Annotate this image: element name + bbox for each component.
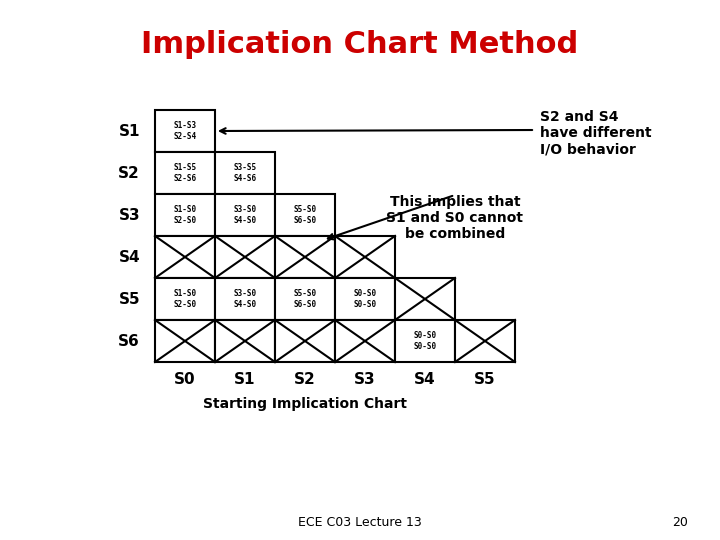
Text: S1: S1 — [119, 124, 140, 138]
Text: S6: S6 — [118, 334, 140, 348]
Text: Implication Chart Method: Implication Chart Method — [141, 30, 579, 59]
Text: S1: S1 — [234, 372, 256, 387]
Bar — [215, 278, 275, 320]
Bar — [395, 320, 455, 362]
Text: S0-S0
S0-S0: S0-S0 S0-S0 — [354, 289, 377, 309]
Bar — [275, 320, 335, 362]
Text: ECE C03 Lecture 13: ECE C03 Lecture 13 — [298, 516, 422, 529]
Text: S3-S5
S4-S6: S3-S5 S4-S6 — [233, 163, 256, 183]
Text: S3: S3 — [354, 372, 376, 387]
Text: S1-S0
S2-S0: S1-S0 S2-S0 — [174, 205, 197, 225]
Text: S1-S5
S2-S6: S1-S5 S2-S6 — [174, 163, 197, 183]
Bar — [155, 110, 215, 152]
Bar — [335, 320, 395, 362]
Bar — [155, 236, 215, 278]
Text: S3-S0
S4-S0: S3-S0 S4-S0 — [233, 289, 256, 309]
Bar — [215, 194, 275, 236]
Text: This implies that
S1 and S0 cannot
be combined: This implies that S1 and S0 cannot be co… — [387, 195, 523, 241]
Bar — [155, 278, 215, 320]
Bar — [335, 236, 395, 278]
Bar — [275, 236, 335, 278]
Text: S5-S0
S6-S0: S5-S0 S6-S0 — [294, 205, 317, 225]
Text: S4: S4 — [414, 372, 436, 387]
Text: S0: S0 — [174, 372, 196, 387]
Bar — [155, 152, 215, 194]
Bar — [215, 236, 275, 278]
Text: S5-S0
S6-S0: S5-S0 S6-S0 — [294, 289, 317, 309]
Text: S3: S3 — [118, 207, 140, 222]
Bar — [155, 194, 215, 236]
Text: S0-S0
S0-S0: S0-S0 S0-S0 — [413, 332, 436, 350]
Text: S3-S0
S4-S0: S3-S0 S4-S0 — [233, 205, 256, 225]
Text: S5: S5 — [474, 372, 496, 387]
Text: S2: S2 — [294, 372, 316, 387]
Text: S5: S5 — [118, 292, 140, 307]
Bar — [275, 194, 335, 236]
Text: S2: S2 — [118, 165, 140, 180]
Text: S1-S0
S2-S0: S1-S0 S2-S0 — [174, 289, 197, 309]
Bar — [155, 320, 215, 362]
Bar — [215, 152, 275, 194]
Text: S2 and S4
have different
I/O behavior: S2 and S4 have different I/O behavior — [540, 110, 652, 157]
Bar — [275, 278, 335, 320]
Text: S1-S3
S2-S4: S1-S3 S2-S4 — [174, 122, 197, 141]
Bar — [335, 278, 395, 320]
Bar — [395, 278, 455, 320]
Bar — [215, 320, 275, 362]
Text: S4: S4 — [118, 249, 140, 265]
Bar — [455, 320, 515, 362]
Text: 20: 20 — [672, 516, 688, 529]
Text: Starting Implication Chart: Starting Implication Chart — [203, 397, 407, 411]
